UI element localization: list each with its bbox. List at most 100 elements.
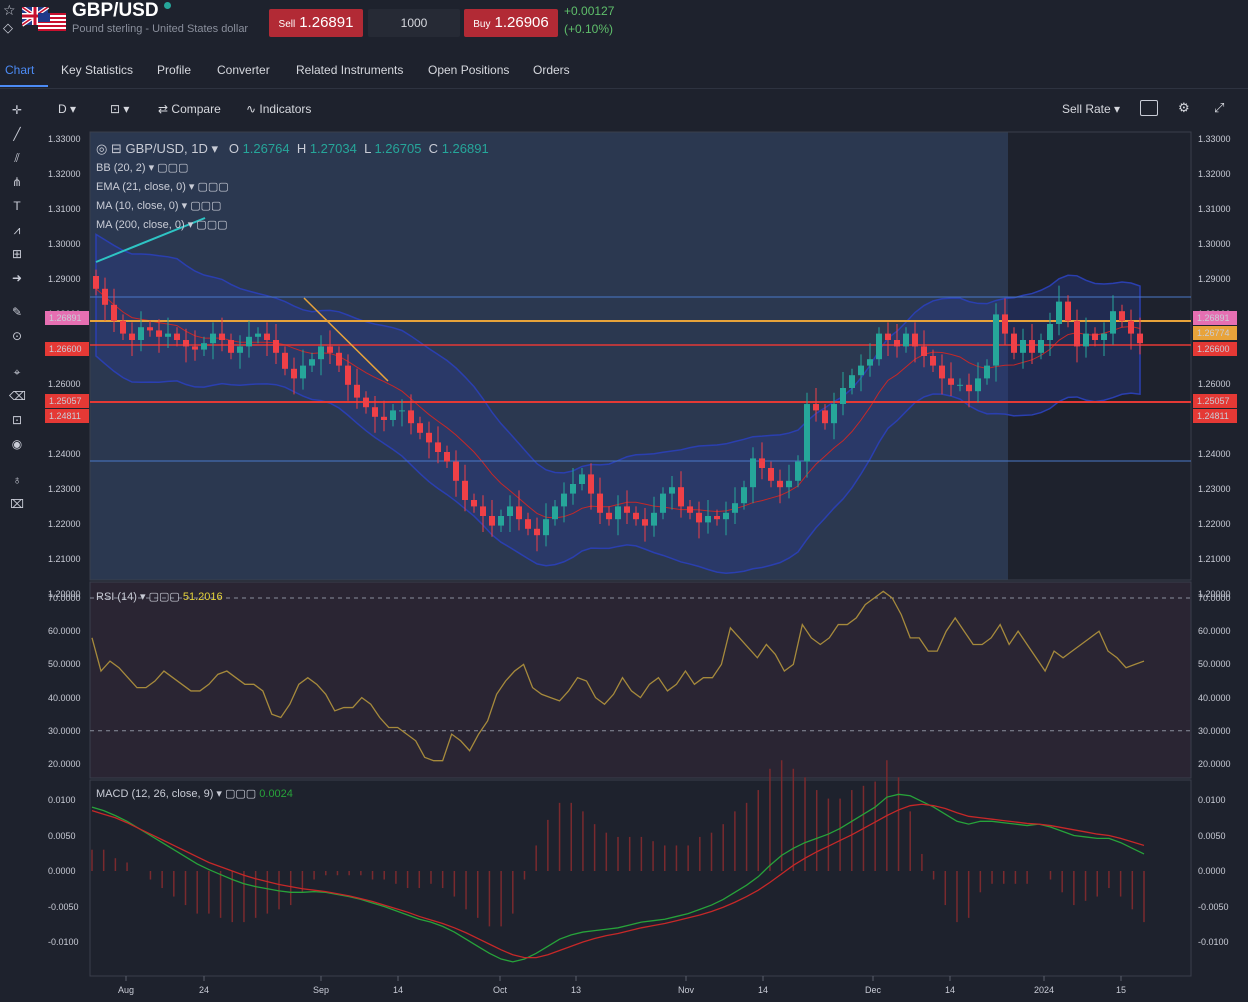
price-change: +0.00127 <box>564 4 615 18</box>
interval-select[interactable]: D ▾ <box>58 102 77 116</box>
candle-body <box>228 340 234 353</box>
low-value: 1.26705 <box>374 141 422 156</box>
price-tick-right: 1.26000 <box>1198 379 1231 389</box>
price-tick-right: 1.29000 <box>1198 274 1231 284</box>
candle-body <box>921 346 927 356</box>
candle-body <box>399 410 405 412</box>
legend-ma10[interactable]: MA (10, close, 0) ▾ ▢▢▢ <box>96 200 222 212</box>
legend-controls-icon[interactable]: ▢▢▢ <box>197 181 229 193</box>
candle-body <box>453 461 459 481</box>
sell-price: 1.26891 <box>299 14 354 31</box>
price-label-right <box>1193 311 1237 325</box>
candle-body <box>219 333 225 340</box>
candle-body <box>210 333 216 344</box>
rsi-tick-right: 60.0000 <box>1198 626 1231 636</box>
macd-tick-left: 0.0050 <box>48 831 76 841</box>
price-label-right <box>1193 409 1237 423</box>
quantity-input[interactable]: 1000 <box>368 9 460 37</box>
legend-ema-label: EMA (21, close, 0) <box>96 181 186 193</box>
compare-icon: ⇄ <box>158 102 169 116</box>
measure-icon[interactable]: ⌖ <box>13 365 21 379</box>
arrow-tool-icon[interactable]: ➜ <box>11 271 23 285</box>
price-label-left <box>45 409 89 423</box>
candle-body <box>786 480 792 488</box>
candle-body <box>102 288 108 305</box>
indicators-button[interactable]: ∿ Indicators <box>246 102 311 116</box>
compare-button[interactable]: ⇄ Compare <box>158 102 221 116</box>
candle-body <box>849 375 855 388</box>
candle-body <box>372 407 378 417</box>
time-tick: 14 <box>945 985 955 995</box>
brush-tool-icon[interactable]: ✎ <box>11 305 23 319</box>
rsi-tick-right: 70.0000 <box>1198 593 1231 603</box>
candle-body <box>1029 340 1035 353</box>
candle-body <box>687 506 693 513</box>
rsi-line <box>91 590 1145 762</box>
tab-open-positions[interactable]: Open Positions <box>428 63 510 77</box>
hide-drawings-icon[interactable]: ◉ <box>11 437 23 451</box>
legend-macd[interactable]: MACD (12, 26, close, 9) ▾ ▢▢▢ 0.0024 <box>96 788 293 800</box>
buy-button[interactable]: Buy 1.26906 <box>464 9 558 37</box>
legend-controls-icon[interactable]: ▢▢▢ <box>190 200 222 212</box>
price-label-text: 1.25057 <box>1197 396 1230 406</box>
text-tool-icon[interactable]: T <box>13 199 21 213</box>
candle-body <box>363 397 369 408</box>
trend-line-icon[interactable]: ╱ <box>13 127 21 141</box>
legend-controls-icon[interactable]: ▢▢▢ <box>148 591 180 603</box>
pattern-tool-icon[interactable]: ⩘ <box>13 223 21 237</box>
rsi-tick-left: 50.0000 <box>48 659 81 669</box>
tab-profile[interactable]: Profile <box>157 63 192 77</box>
legend-controls-icon[interactable]: ▢▢▢ <box>225 788 257 800</box>
candle-body <box>165 333 171 337</box>
legend-bb[interactable]: BB (20, 2) ▾ ▢▢▢ <box>96 162 189 174</box>
chart-type-select[interactable]: ⊡ ▾ <box>110 102 130 116</box>
legend-controls-icon[interactable]: ▢▢▢ <box>196 219 228 231</box>
candle-body <box>1002 314 1008 334</box>
tab-orders[interactable]: Orders <box>533 63 570 77</box>
rate-select[interactable]: Sell Rate ▾ <box>1062 102 1121 116</box>
lock-icon[interactable]: ⊡ <box>11 413 23 427</box>
legend-rsi[interactable]: RSI (14) ▾ ▢▢▢ 51.2016 <box>96 591 223 603</box>
rsi-panel-bg <box>90 582 1191 778</box>
price-tick-right: 1.33000 <box>1198 134 1231 144</box>
sell-button[interactable]: Sell 1.26891 <box>269 9 363 37</box>
candle-body <box>867 359 873 366</box>
settings-icon[interactable]: ⚙ <box>1178 100 1190 115</box>
legend-ma200[interactable]: MA (200, close, 0) ▾ ▢▢▢ <box>96 219 228 231</box>
visibility-icon[interactable]: ◎ ⊟ <box>96 141 122 156</box>
legend-ema[interactable]: EMA (21, close, 0) ▾ ▢▢▢ <box>96 181 229 193</box>
macd-panel-border <box>89 779 1192 977</box>
eraser-icon[interactable]: ⌫ <box>9 389 26 403</box>
legend-title: GBP/USD, 1D <box>125 141 208 156</box>
time-tick: 15 <box>1116 985 1126 995</box>
alert-icon[interactable]: ◇ <box>3 20 13 35</box>
legend-controls-icon[interactable]: ▢▢▢ <box>157 162 189 174</box>
highlight-range <box>90 132 1008 580</box>
crosshair-icon[interactable]: ✛ <box>11 103 23 117</box>
legend-ma200-label: MA (200, close, 0) <box>96 219 185 231</box>
candle-body <box>408 410 414 424</box>
candle-body <box>840 388 846 404</box>
tab-converter[interactable]: Converter <box>217 63 270 77</box>
candle-body <box>516 506 522 520</box>
parallel-channel-icon[interactable]: ⫽ <box>14 151 20 165</box>
trash-icon[interactable]: ⌧ <box>10 497 24 511</box>
price-tick-left: 1.20000 <box>48 589 81 599</box>
star-icon[interactable]: ☆ <box>3 2 16 18</box>
magnet-icon[interactable]: ⊙ <box>11 329 23 343</box>
fullscreen-icon[interactable]: ⤢ <box>1214 100 1225 115</box>
alert-bell-icon[interactable]: ♁ <box>12 473 22 487</box>
tab-chart[interactable]: Chart <box>5 63 35 77</box>
screenshot-icon[interactable] <box>1140 100 1158 116</box>
candle-body <box>876 333 882 360</box>
macd-tick-left: 0.0000 <box>48 866 76 876</box>
rsi-tick-left: 60.0000 <box>48 626 81 636</box>
candle-body <box>1020 340 1026 353</box>
tab-related-instruments[interactable]: Related Instruments <box>296 63 404 77</box>
compare-label: Compare <box>171 102 221 116</box>
forecast-tool-icon[interactable]: ⊞ <box>11 247 23 261</box>
tab-key-statistics[interactable]: Key Statistics <box>61 63 134 77</box>
price-tick-left: 1.21000 <box>48 554 81 564</box>
pitchfork-icon[interactable]: ⋔ <box>11 175 23 189</box>
